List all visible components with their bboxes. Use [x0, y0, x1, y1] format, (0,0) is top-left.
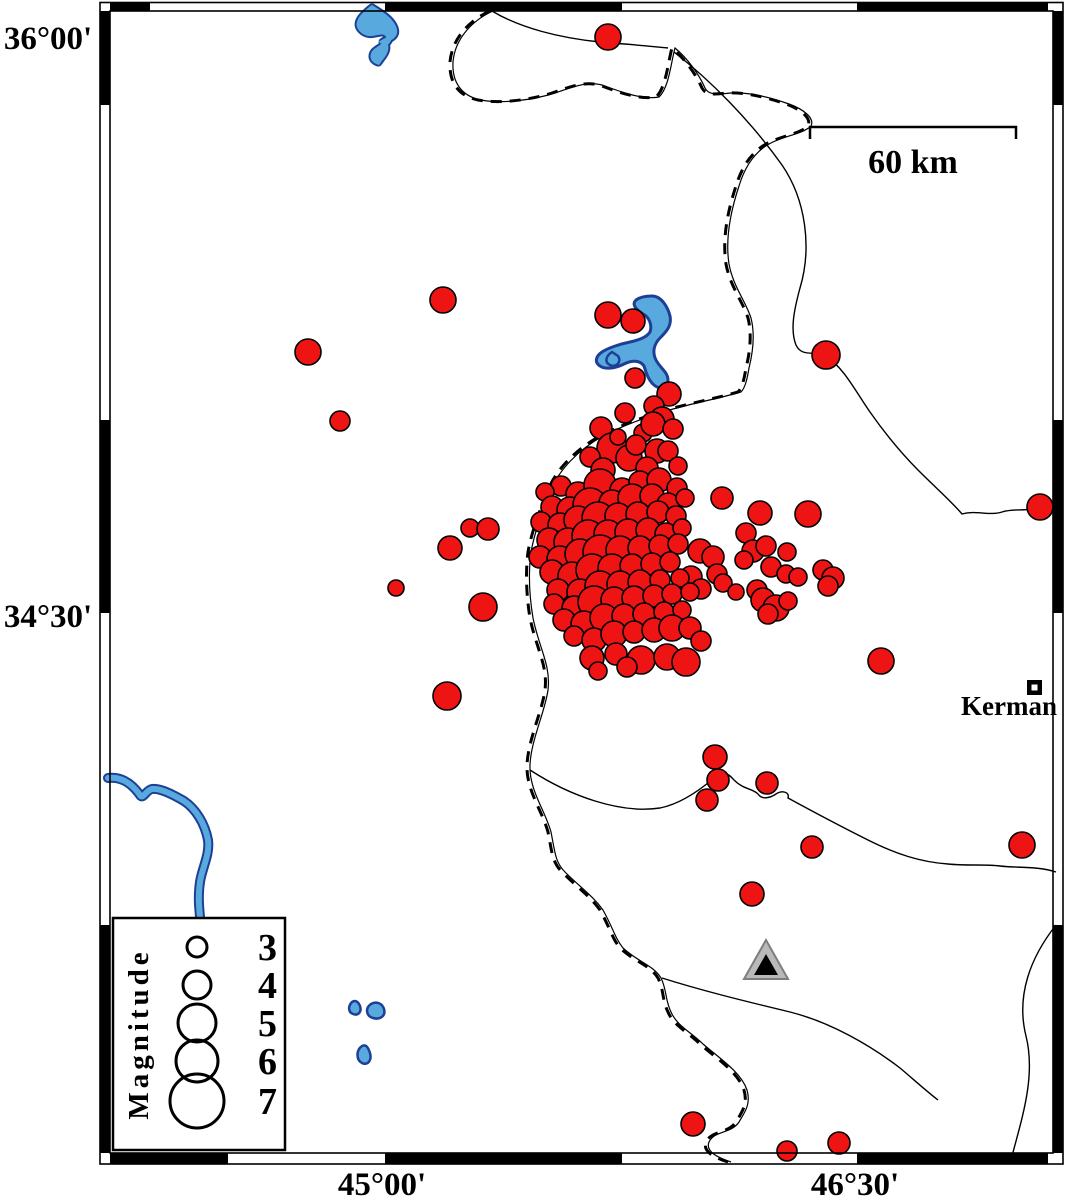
legend-magnitude-label: 4	[258, 965, 277, 1007]
legend-magnitude-label: 6	[258, 1041, 277, 1083]
epicenter-circle	[432, 681, 462, 711]
epicenter-circle	[776, 1140, 798, 1162]
epicenter-circle	[468, 592, 498, 622]
epicenter-circle	[657, 440, 679, 462]
epicenter-circle	[706, 768, 730, 792]
epicenter-circle	[747, 500, 773, 526]
legend-magnitude-label: 7	[258, 1081, 277, 1123]
epicenter-circle	[625, 434, 647, 456]
epicenter-circle	[702, 744, 728, 770]
epicenter-circle	[667, 533, 689, 555]
epicenter-circles	[294, 23, 1054, 1162]
epicenter-circle	[734, 550, 754, 570]
epicenter-circle	[476, 517, 500, 541]
legend-size-circle	[181, 969, 213, 1001]
river-left	[103, 772, 214, 922]
lake	[594, 294, 672, 390]
epicenter-circle	[620, 308, 646, 334]
legend-size-circle	[168, 1072, 226, 1130]
legend-size-circle	[185, 935, 209, 959]
epicenter-circle	[867, 647, 895, 675]
epicenter-circle	[817, 575, 839, 597]
epicenter-circle	[800, 835, 824, 859]
epicenter-circle	[616, 656, 638, 678]
epicenter-circle	[668, 456, 688, 476]
epicenter-circle	[827, 1131, 851, 1155]
scale-bar-label: 60 km	[868, 144, 958, 181]
epicenter-circle	[624, 367, 646, 389]
river-top-left	[354, 3, 400, 67]
legend-size-circle	[174, 1038, 220, 1084]
epicenter-circle	[594, 301, 622, 329]
epicenter-circle	[777, 542, 797, 562]
scale-bar: 60 km	[808, 125, 1018, 181]
epicenter-circle	[588, 661, 608, 681]
legend-magnitude-label: 3	[258, 927, 277, 969]
epicenter-circle	[695, 788, 719, 812]
epicenter-circle	[429, 286, 457, 314]
epicenter-circle	[778, 591, 798, 611]
axis-labels: 36°00' 34°30' 45°00' 46°30'	[4, 21, 899, 1202]
epicenter-circle	[757, 603, 779, 625]
epicenter-circle	[788, 567, 808, 587]
lon-label-46-30: 46°30'	[811, 1167, 899, 1202]
epicenter-circle	[437, 535, 463, 561]
station-triangle-icon	[742, 937, 790, 980]
epicenter-circle	[710, 486, 734, 510]
lat-label-34-30: 34°30'	[4, 599, 92, 635]
epicenter-circle	[811, 340, 841, 370]
epicenter-circle	[794, 500, 822, 528]
epicenter-circle	[739, 881, 765, 907]
epicenter-circle	[1026, 493, 1054, 521]
epicenter-circle	[656, 381, 682, 407]
epicenter-circle	[675, 488, 695, 508]
epicenter-circle	[713, 573, 733, 593]
epicenter-circle	[680, 582, 700, 602]
epicenter-circle	[662, 418, 684, 440]
epicenter-circle	[594, 23, 622, 51]
epicenter-circle	[640, 411, 666, 437]
epicenter-circle	[755, 771, 779, 795]
legend-size-circle	[176, 1002, 218, 1044]
legend-title: Magnitude	[123, 948, 155, 1119]
epicenter-circle	[563, 625, 585, 647]
epicenter-circle	[680, 1111, 706, 1137]
epicenter-circle	[387, 579, 405, 597]
epicenter-circle	[609, 428, 627, 446]
city-marker-kerman: Kerman	[961, 680, 1057, 721]
legend-magnitude-label: 5	[258, 1003, 277, 1045]
epicenter-circle	[659, 551, 681, 573]
epicenter-circle	[690, 630, 712, 652]
epicenter-circle	[755, 535, 777, 557]
epicenter-circle	[329, 410, 351, 432]
epicenter-circle	[614, 402, 636, 424]
epicenter-circle	[727, 583, 745, 601]
city-label: Kerman	[961, 691, 1057, 721]
small-ponds	[347, 999, 386, 1065]
epicenter-circle	[1008, 831, 1036, 859]
lat-label-36-00: 36°00'	[4, 21, 92, 57]
epicenter-circle	[294, 338, 322, 366]
lon-label-45-00: 45°00'	[338, 1167, 426, 1202]
map-frame	[99, 1, 1064, 1165]
epicenter-circle	[671, 647, 701, 677]
